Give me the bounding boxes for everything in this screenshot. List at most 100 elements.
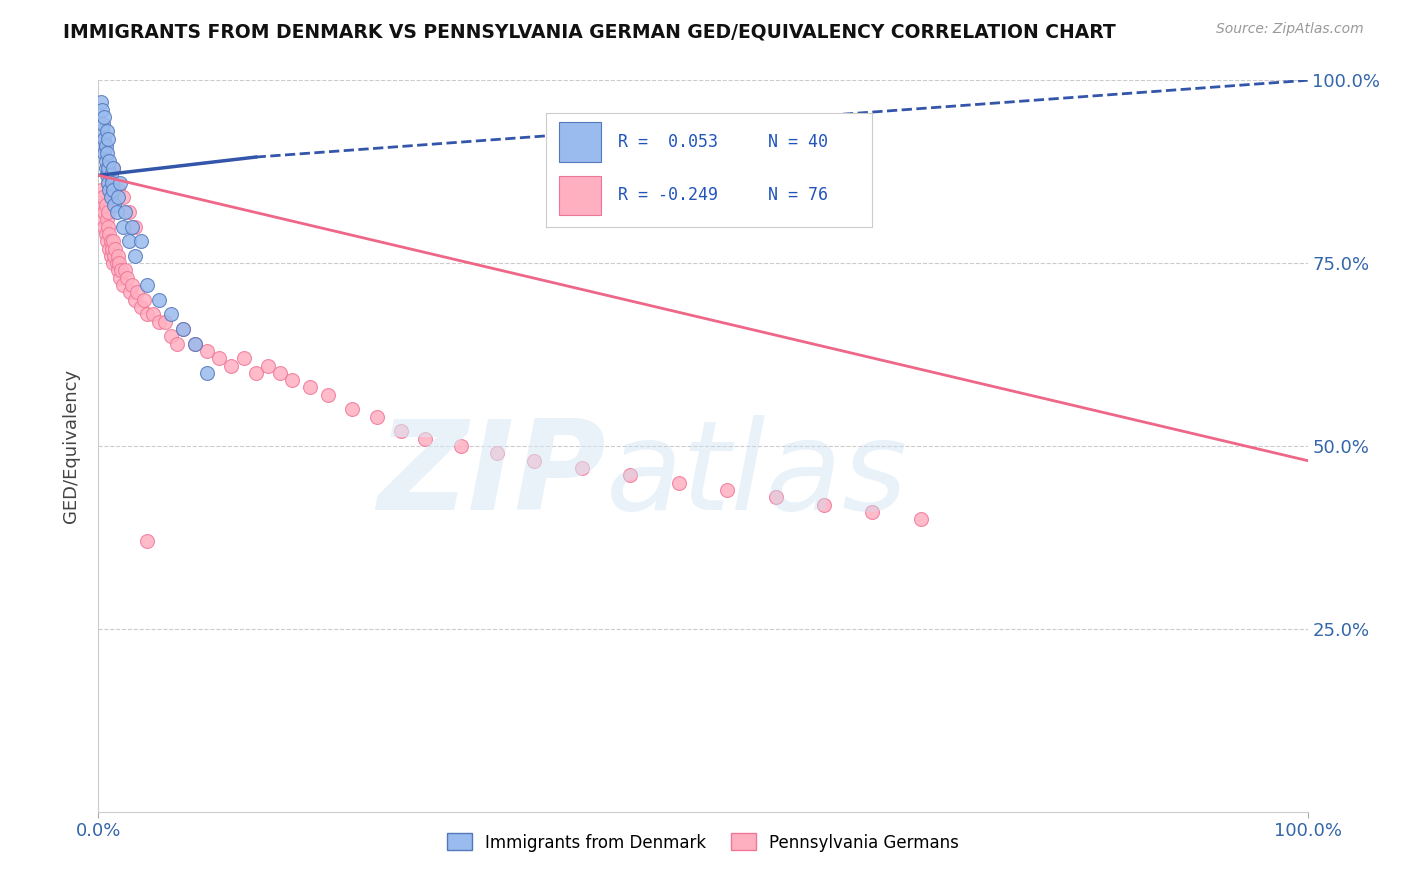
Point <box>860 505 883 519</box>
Point <box>100 176 122 190</box>
Point <box>184 336 207 351</box>
Point <box>127 285 149 300</box>
Y-axis label: GED/Equivalency: GED/Equivalency <box>62 369 80 523</box>
Point <box>94 197 117 211</box>
Point <box>100 190 122 204</box>
Text: atlas: atlas <box>606 415 908 536</box>
Point <box>105 256 128 270</box>
Point <box>148 315 170 329</box>
Point <box>619 468 641 483</box>
Point <box>97 205 120 219</box>
Point <box>366 409 388 424</box>
Point <box>413 432 436 446</box>
Point <box>160 329 183 343</box>
Point <box>910 512 932 526</box>
Point <box>96 212 118 227</box>
Point <box>221 359 243 373</box>
Point <box>91 117 114 131</box>
Point <box>93 132 115 146</box>
Point <box>111 190 134 204</box>
Point <box>108 270 131 285</box>
Point <box>716 483 738 497</box>
Point <box>172 322 194 336</box>
Point <box>110 263 132 277</box>
Point <box>148 293 170 307</box>
Point <box>103 197 125 211</box>
Point <box>111 278 134 293</box>
Point <box>118 234 141 248</box>
Point <box>172 322 194 336</box>
Point <box>121 219 143 234</box>
Point <box>97 219 120 234</box>
Point <box>117 270 139 285</box>
Point <box>184 336 207 351</box>
Point <box>208 351 231 366</box>
Point <box>118 285 141 300</box>
Point <box>91 124 114 138</box>
Point <box>96 124 118 138</box>
Point <box>94 153 117 168</box>
Point <box>94 161 117 175</box>
Point <box>450 439 472 453</box>
Point <box>129 300 152 314</box>
Point <box>166 336 188 351</box>
Point <box>135 307 157 321</box>
Point <box>765 490 787 504</box>
Point <box>114 263 136 277</box>
Point <box>108 176 131 190</box>
Point <box>108 256 131 270</box>
Point <box>107 249 129 263</box>
Point <box>118 205 141 219</box>
Point <box>121 278 143 293</box>
Text: ZIP: ZIP <box>378 415 606 536</box>
Point <box>389 425 412 439</box>
Point <box>96 234 118 248</box>
Point <box>94 139 117 153</box>
Point <box>91 197 114 211</box>
Point <box>668 475 690 490</box>
Point <box>124 249 146 263</box>
Point <box>94 227 117 241</box>
Point <box>97 132 120 146</box>
Point <box>91 103 114 117</box>
Point <box>93 205 115 219</box>
Point <box>98 153 121 168</box>
Point <box>101 256 124 270</box>
Point <box>129 234 152 248</box>
Point <box>232 351 254 366</box>
Point <box>124 293 146 307</box>
Point <box>316 388 339 402</box>
Point <box>98 242 121 256</box>
Point <box>114 205 136 219</box>
Point <box>97 176 120 190</box>
Point <box>160 307 183 321</box>
Point <box>142 307 165 321</box>
Point <box>124 219 146 234</box>
Text: Source: ZipAtlas.com: Source: ZipAtlas.com <box>1216 22 1364 37</box>
Point <box>107 190 129 204</box>
Point <box>813 498 835 512</box>
Point <box>103 249 125 263</box>
Point <box>93 146 115 161</box>
Point <box>486 446 509 460</box>
Point <box>91 139 114 153</box>
Point <box>93 219 115 234</box>
Point <box>97 161 120 175</box>
Point <box>101 183 124 197</box>
Point <box>100 242 122 256</box>
Point <box>245 366 267 380</box>
Point <box>101 161 124 175</box>
Point <box>98 183 121 197</box>
Point <box>90 95 112 110</box>
Point <box>195 366 218 380</box>
Point <box>523 453 546 467</box>
Point <box>105 205 128 219</box>
Point <box>90 183 112 197</box>
Point <box>93 110 115 124</box>
Point <box>256 359 278 373</box>
Point <box>134 293 156 307</box>
Point <box>342 402 364 417</box>
Point <box>100 249 122 263</box>
Point <box>571 461 593 475</box>
Point <box>101 161 124 175</box>
